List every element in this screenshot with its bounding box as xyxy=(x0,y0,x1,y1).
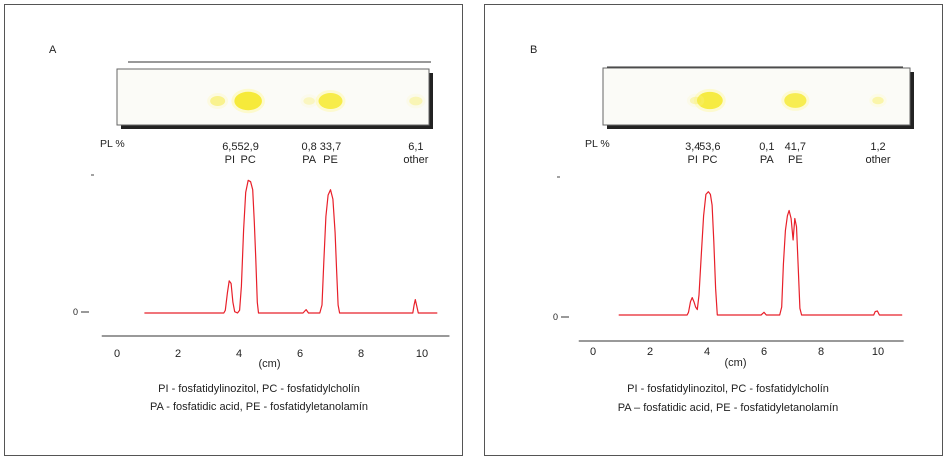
x-tick-label-0: 0 xyxy=(114,348,120,360)
x-tick-label-6: 6 xyxy=(297,348,303,360)
legend-line-1: PA - fosfatidic acid, PE - fosfatidyleta… xyxy=(150,401,368,413)
lipid-percent-pa: 0,1 xyxy=(759,141,774,153)
panel-label: A xyxy=(49,44,57,56)
plate-spot-3 xyxy=(872,96,884,105)
plate-spot-2 xyxy=(303,97,315,105)
lipid-percent-pi: 3,4 xyxy=(685,141,700,153)
plate-spot-0 xyxy=(696,91,723,110)
x-tick-label-4: 4 xyxy=(236,348,242,360)
series-line-0 xyxy=(144,179,438,314)
legend-line-0: PI - fosfatidylinozitol, PC - fosfatidyl… xyxy=(158,383,360,395)
tlc-plate xyxy=(116,68,430,126)
tlc-plate xyxy=(602,67,911,126)
x-axis-label: (cm) xyxy=(259,358,281,370)
lipid-name-pe: PE xyxy=(788,154,803,166)
plate-spot-2 xyxy=(784,93,807,108)
legend-line-0: PI - fosfatidylinozitol, PC - fosfatidyl… xyxy=(627,383,829,395)
lipid-percent-pe: 33,7 xyxy=(320,141,341,153)
lipid-name-pc: PC xyxy=(241,154,256,166)
lipid-name-pa: PA xyxy=(760,154,775,166)
lipid-percent-pi: 6,5 xyxy=(222,141,237,153)
x-tick-label-0: 0 xyxy=(590,346,596,358)
panel-b: B PL % 3,4 PI 53,6 PC 0,1 PA 41,7 PE 1,2 other 0 0 2 4 6… xyxy=(484,4,943,456)
x-tick-label-8: 8 xyxy=(358,348,364,360)
y-tick-label-0: 0 xyxy=(553,312,558,322)
x-tick-label-2: 2 xyxy=(175,348,181,360)
lipid-percent-other: 1,2 xyxy=(870,141,885,153)
x-tick-label-2: 2 xyxy=(647,346,653,358)
plate-spot-3 xyxy=(318,93,343,109)
lipid-name-other: other xyxy=(865,154,890,166)
x-axis-label: (cm) xyxy=(725,357,747,369)
x-tick-label-8: 8 xyxy=(818,346,824,358)
lipid-name-pc: PC xyxy=(702,154,717,166)
plate-spot-1 xyxy=(689,96,702,105)
lipid-name-pi: PI xyxy=(225,154,235,166)
legend-line-1: PA – fosfatidic acid, PE - fosfatidyleta… xyxy=(618,402,839,414)
plate-spot-glow-1 xyxy=(686,93,705,108)
lipid-name-pe: PE xyxy=(323,154,338,166)
panel-a: A PL % 6,5 PI 52,9 PC 0,8 PA 33,7 PE 6,1 other 0 0 2 4 6… xyxy=(4,4,463,456)
x-tick-label-10: 10 xyxy=(416,348,428,360)
lipid-percent-other: 6,1 xyxy=(408,141,423,153)
plate-spot-glow-4 xyxy=(406,93,426,109)
lipid-percent-pc: 53,6 xyxy=(699,141,720,153)
plate-spot-1 xyxy=(234,91,262,111)
lipid-name-pi: PI xyxy=(688,154,698,166)
plate-spot-glow-2 xyxy=(300,94,318,108)
pl-percent-label: PL % xyxy=(585,138,610,150)
y-tick-label-0: 0 xyxy=(73,307,78,317)
panel-label: B xyxy=(530,44,537,56)
x-tick-label-4: 4 xyxy=(704,346,710,358)
x-tick-label-10: 10 xyxy=(872,346,884,358)
plate-spot-4 xyxy=(409,96,423,106)
lipid-name-other: other xyxy=(403,154,428,166)
plate-spot-glow-3 xyxy=(869,93,887,108)
lipid-percent-pc: 52,9 xyxy=(237,141,258,153)
pl-percent-label: PL % xyxy=(100,138,125,150)
lipid-percent-pa: 0,8 xyxy=(302,141,317,153)
plate-spot-0 xyxy=(210,96,226,106)
lipid-percent-pe: 41,7 xyxy=(785,141,806,153)
lipid-name-pa: PA xyxy=(302,154,317,166)
x-tick-label-6: 6 xyxy=(761,346,767,358)
series-line-0 xyxy=(618,191,903,316)
